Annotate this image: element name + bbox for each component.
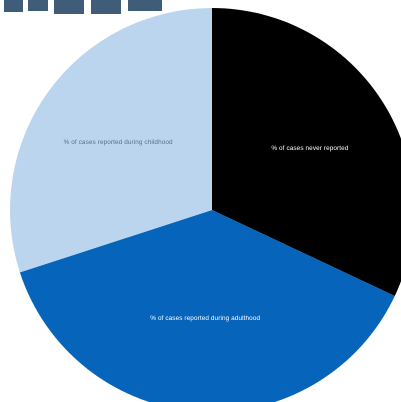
heading-letter-fragment <box>4 0 162 14</box>
pie-slice-1 <box>212 8 401 297</box>
pie-slice-label-3: % of cases reported during childhood <box>64 139 173 146</box>
pie-slices <box>9 8 401 402</box>
pie-slice-label-2: % of cases reported during adulthood <box>150 315 260 322</box>
pie-labels: % of cases never reported % of cases repo… <box>64 139 349 322</box>
pie-slice-3 <box>9 8 213 273</box>
pie-slice-label-1: % of cases never reported <box>271 145 348 152</box>
cropped-heading-fragment <box>4 0 162 14</box>
pie-slice-2 <box>19 210 395 402</box>
